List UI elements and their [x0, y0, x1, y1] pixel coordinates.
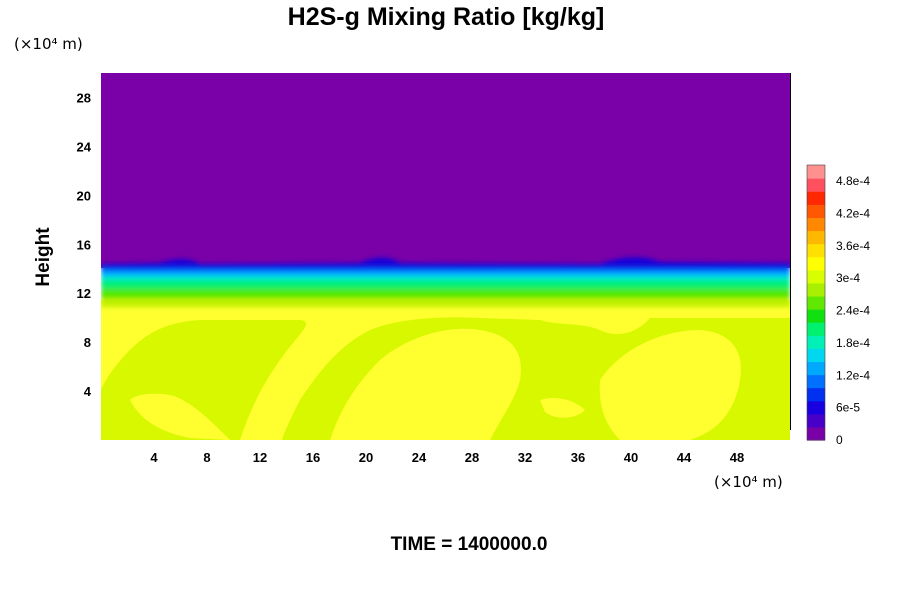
x-tick-label: 12 [253, 450, 267, 465]
colorbar-segment [807, 165, 825, 179]
patch [540, 398, 585, 418]
x-tick-label: 28 [465, 450, 479, 465]
colorbar-label: 6e-5 [836, 401, 860, 415]
x-tick-label: 40 [624, 450, 638, 465]
colorbar-segment [807, 322, 825, 336]
y-tick-label: 8 [84, 335, 91, 350]
colorbar-segment [807, 413, 825, 428]
colorbar-segment [807, 295, 825, 310]
colorbar-segment [807, 387, 825, 402]
colorbar-segment [807, 309, 825, 323]
x-tick-label: 4 [150, 450, 158, 465]
x-tick-label: 44 [677, 450, 692, 465]
colorbar-segment [807, 426, 825, 441]
patch [130, 393, 230, 440]
colorbar-segment [807, 256, 825, 271]
colorbar-label: 1.2e-4 [836, 368, 870, 382]
colorbar-segment [807, 191, 825, 205]
x-tick-label: 48 [730, 450, 744, 465]
colorbar-segment [807, 400, 825, 415]
x-unit-label: (×10⁴ m) [714, 473, 783, 491]
colorbar-label: 3.6e-4 [836, 239, 870, 253]
colorbar-labels: 0 6e-5 1.2e-4 1.8e-4 2.4e-4 3e-4 3.6e-4 4.2e-4 4… [836, 174, 870, 447]
colorbar [806, 164, 826, 441]
time-label: TIME = 1400000.0 [391, 534, 548, 555]
region-transition [101, 257, 790, 307]
colorbar-segment [807, 361, 825, 376]
patch [599, 330, 741, 440]
colorbar-border [806, 164, 826, 441]
x-tick-label: 24 [412, 450, 427, 465]
y-tick-label: 4 [84, 384, 92, 399]
patch [430, 381, 480, 403]
x-tick-label: 36 [571, 450, 585, 465]
plot-area [101, 73, 790, 440]
colorbar-label: 1.8e-4 [836, 336, 870, 350]
colorbar-segment [807, 243, 825, 258]
colorbar-label: 0 [836, 433, 843, 447]
colorbar-segment [807, 282, 825, 297]
colorbar-segment [807, 178, 825, 192]
colorbar-segment [807, 269, 825, 284]
colorbar-label: 3e-4 [836, 271, 860, 285]
x-tick-label: 32 [518, 450, 532, 465]
y-tick-label: 28 [77, 90, 91, 105]
colorbar-segment [807, 374, 825, 389]
y-tick-label: 16 [77, 237, 91, 252]
colorbar-label: 4.2e-4 [836, 207, 870, 221]
patch [101, 300, 790, 440]
x-tick-label: 16 [306, 450, 320, 465]
colorbar-segment [807, 204, 825, 218]
y-ticks: 4 8 12 16 20 24 28 [77, 90, 92, 399]
y-unit-label: (×10⁴ m) [14, 35, 83, 53]
colorbar-segment [807, 217, 825, 232]
y-tick-label: 20 [77, 188, 91, 203]
colorbar-label: 2.4e-4 [836, 304, 870, 318]
x-ticks: 4 8 12 16 20 24 28 32 36 40 44 48 [150, 450, 744, 465]
region-upper [101, 73, 790, 268]
y-tick-label: 24 [77, 139, 92, 154]
colorbar-label: 4.8e-4 [836, 174, 870, 188]
x-tick-label: 8 [203, 450, 210, 465]
y-tick-label: 12 [77, 286, 91, 301]
colorbar-segment [807, 230, 825, 245]
colorbar-segment [807, 335, 825, 349]
colorbar-segment [807, 348, 825, 363]
light-yellow-patches [101, 300, 790, 440]
x-tick-label: 20 [359, 450, 373, 465]
patch [360, 403, 400, 423]
y-axis-label: Height [33, 227, 54, 287]
chart-title: H2S-g Mixing Ratio [kg/kg] [288, 3, 605, 31]
